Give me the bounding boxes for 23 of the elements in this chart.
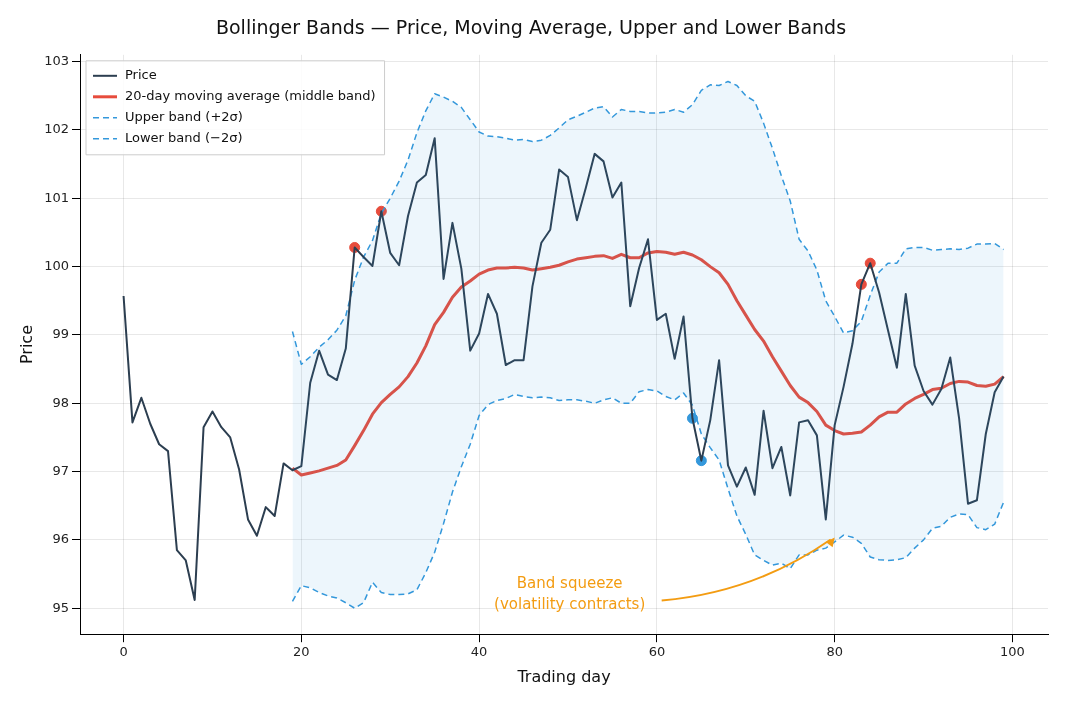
annotation: Band squeeze (volatility contracts) (494, 573, 646, 613)
y-tick-label: 95 (52, 599, 70, 615)
x-tick-label: 100 (1000, 644, 1025, 660)
y-tick-label: 102 (44, 121, 70, 137)
y-tick-label: 97 (52, 462, 70, 478)
chart-title: Bollinger Bands — Price, Moving Average, Upper and Lower Bands (215, 16, 847, 39)
legend-label: 20-day moving average (middle band) (125, 88, 376, 104)
x-axis-title: Trading day (516, 666, 611, 686)
x-tick-label: 60 (648, 644, 666, 660)
y-tick-label: 98 (52, 394, 70, 410)
x-tick-label: 40 (470, 644, 488, 660)
x-tick-label: 80 (826, 644, 843, 660)
x-tick-label: 20 (293, 644, 310, 660)
legend-label: Price (125, 67, 157, 83)
y-tick-label: 101 (44, 189, 70, 205)
legend-label: Upper band (+2σ) (125, 109, 243, 125)
y-tick-label: 103 (44, 53, 70, 69)
y-axis-title: Price (16, 324, 36, 365)
legend-label: Lower band (−2σ) (125, 130, 243, 146)
y-tick-label: 100 (44, 257, 70, 273)
y-tick-label: 99 (52, 326, 70, 342)
x-tick-label: 0 (119, 644, 128, 660)
y-tick-label: 96 (52, 531, 70, 547)
